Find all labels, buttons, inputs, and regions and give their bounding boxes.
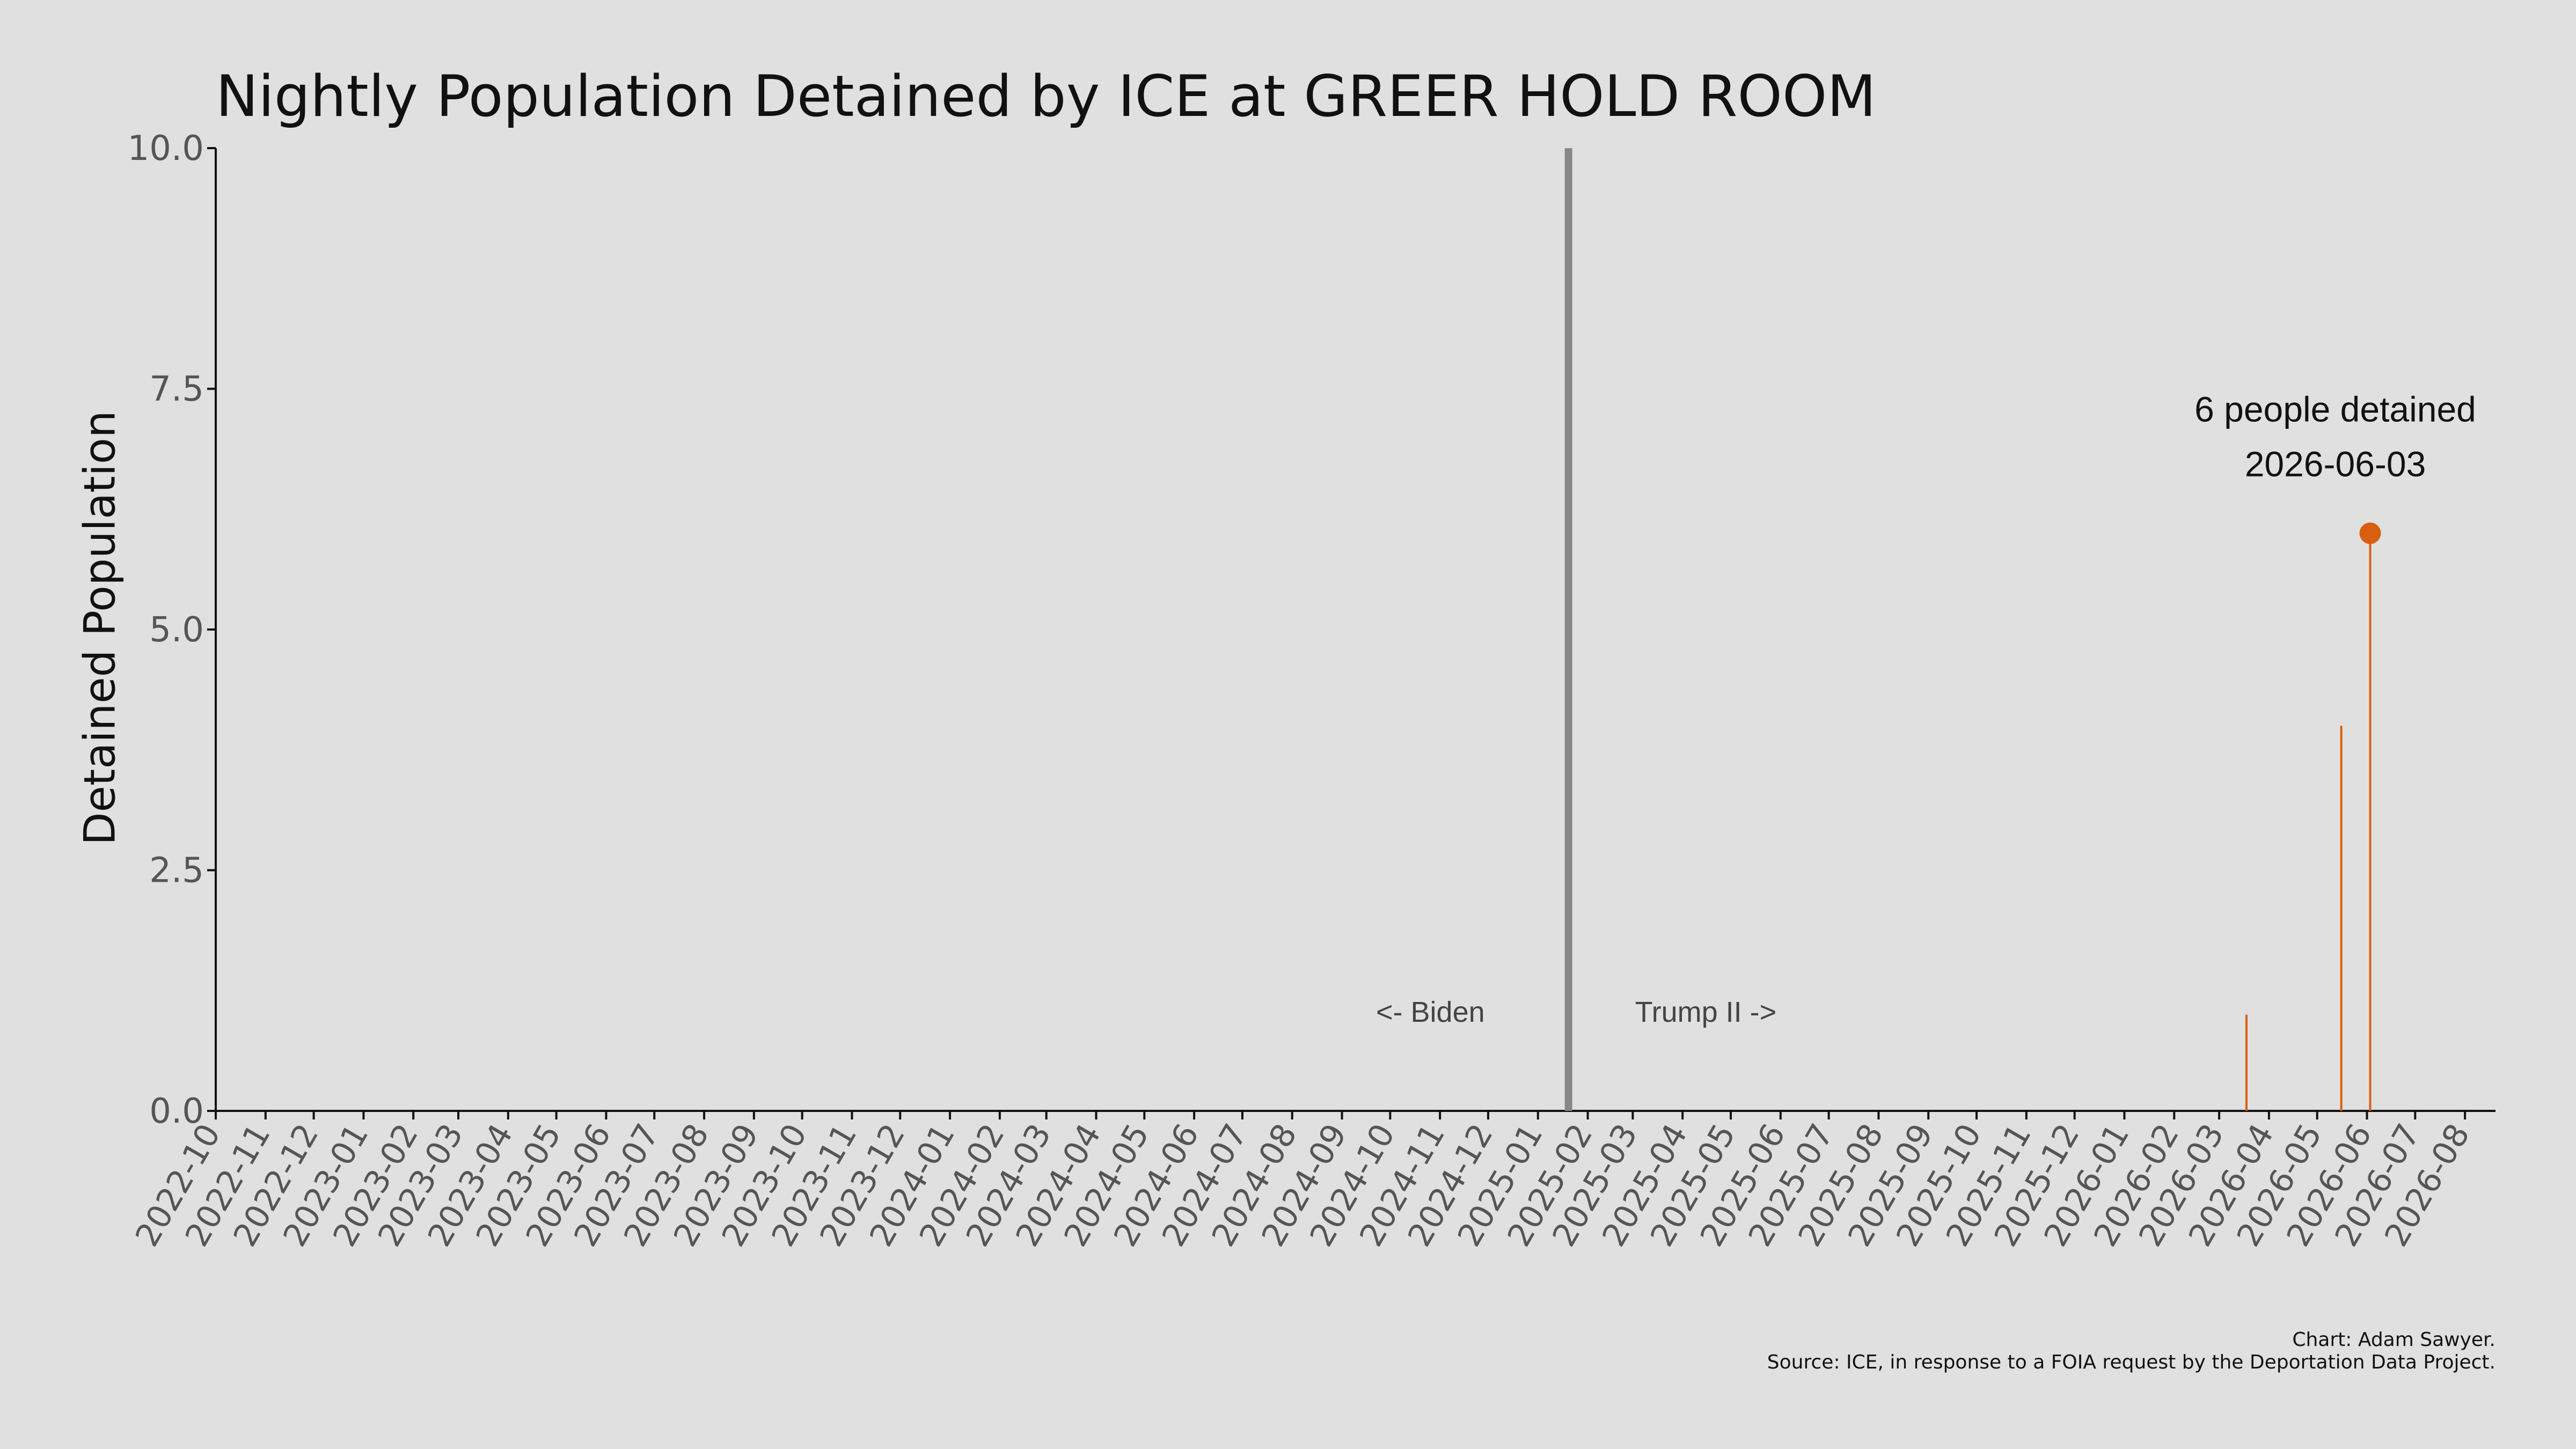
peak-annotation-date: 2026-06-03 bbox=[2245, 444, 2426, 484]
y-tick-label: 10.0 bbox=[128, 129, 204, 169]
peak-point bbox=[2359, 522, 2381, 544]
y-tick-label: 0.0 bbox=[149, 1092, 204, 1131]
y-tick-label: 7.5 bbox=[149, 370, 204, 409]
chart-credit: Chart: Adam Sawyer. bbox=[2292, 1329, 2496, 1351]
peak-annotation-count: 6 people detained bbox=[2194, 390, 2476, 429]
chart-title: Nightly Population Detained by ICE at GR… bbox=[216, 63, 1876, 129]
chart-source: Source: ICE, in response to a FOIA reque… bbox=[1767, 1351, 2496, 1373]
y-tick-label: 5.0 bbox=[149, 610, 204, 650]
y-tick-label: 2.5 bbox=[149, 851, 204, 891]
biden-label: <- Biden bbox=[1376, 996, 1485, 1028]
trump-label: Trump II -> bbox=[1635, 996, 1777, 1028]
